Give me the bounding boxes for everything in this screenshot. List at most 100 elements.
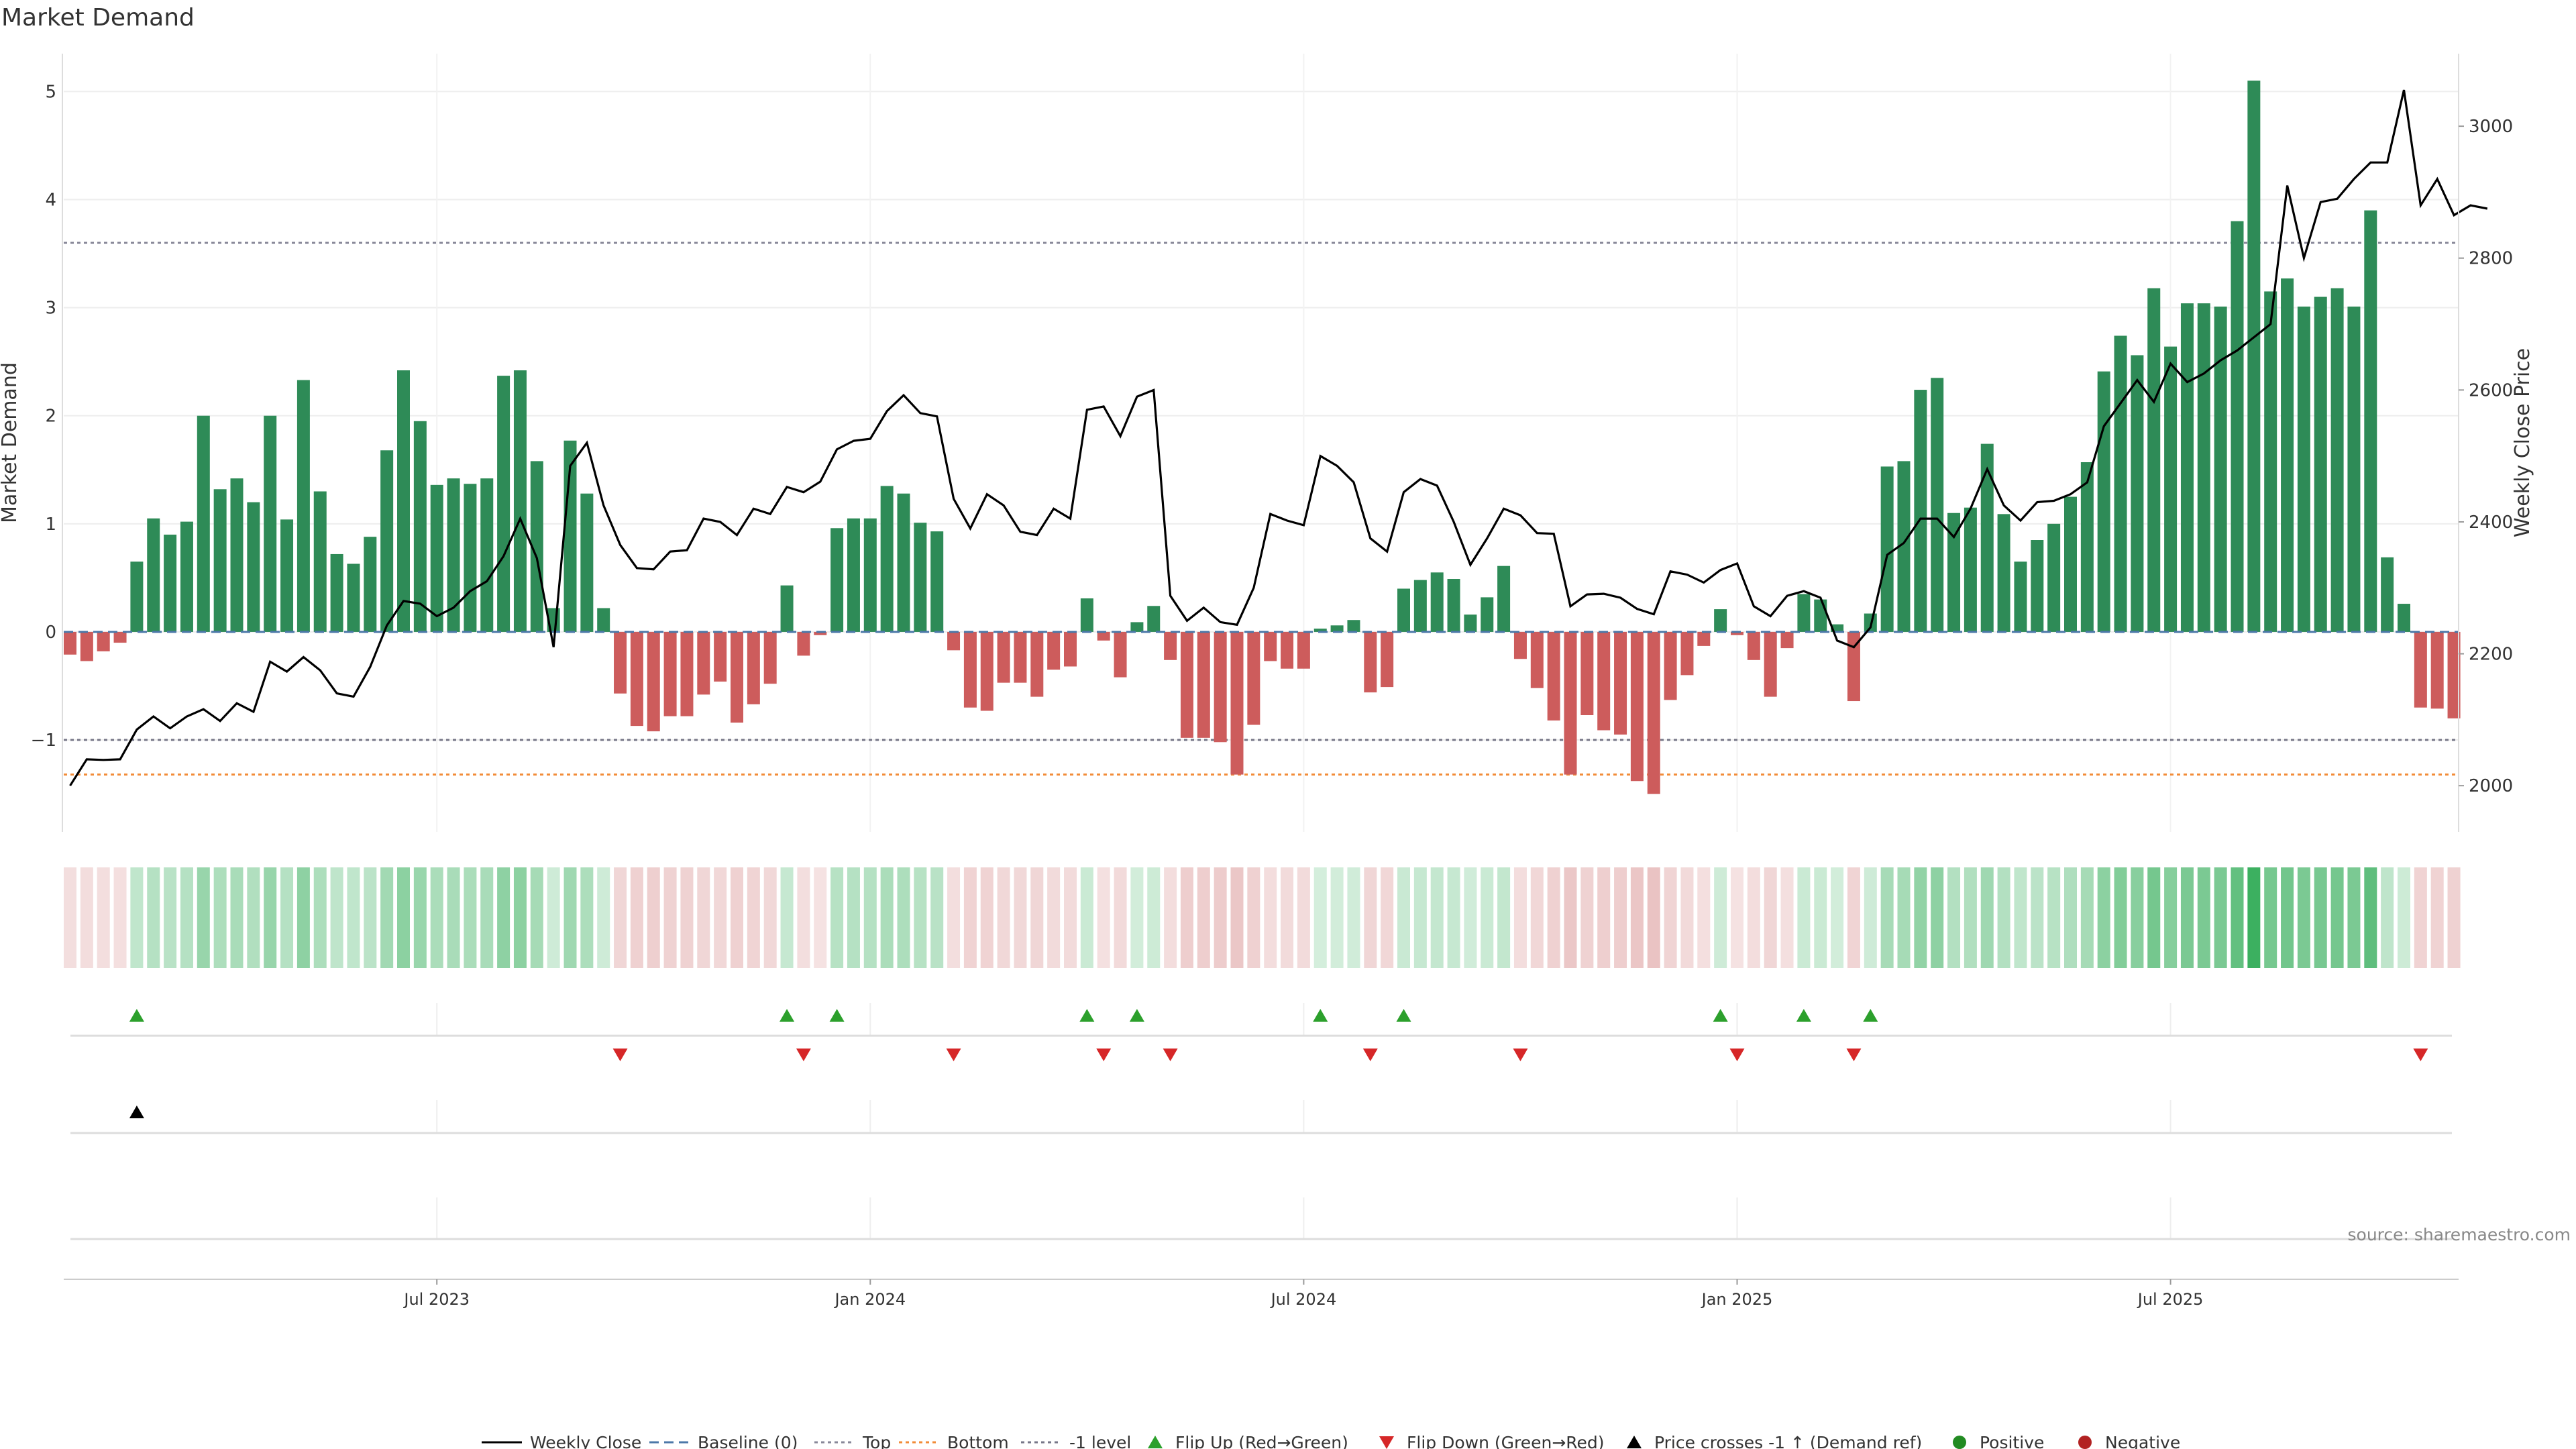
demand-bar [663,631,677,716]
heat-cell [2114,867,2127,968]
demand-bar [413,421,427,632]
flip-up-marker [780,1009,795,1022]
heat-cell [2231,867,2244,968]
demand-bar [1914,390,1927,632]
flip-up-marker [1129,1009,1144,1022]
demand-bar [1980,443,1994,632]
demand-bar [330,553,343,632]
heat-cell [1014,867,1027,968]
cross-panel-grid [70,1100,2452,1134]
demand-bar [947,631,961,651]
legend-label: Weekly Close [530,1433,641,1449]
x-axis: Jul 2023 Jan 2024 Jul 2024 Jan 2025 Jul 2025 [64,1279,2459,1309]
heat-cell [2381,867,2394,968]
demand-bar [847,518,860,632]
heat-cell [1247,867,1260,968]
demand-bar [2364,210,2377,632]
demand-bar [1630,631,1644,782]
demand-bar [930,531,944,632]
heat-cell [1714,867,1727,968]
demand-bar [1430,572,1444,632]
demand-bar [1997,514,2010,632]
demand-bar [1464,614,1477,632]
demand-bar [1497,566,1511,632]
legend-label: Top [862,1433,891,1449]
demand-bar [2231,221,2244,632]
demand-bar [164,534,177,632]
heat-cell [1614,867,1627,968]
demand-bar [2014,561,2027,632]
heat-cell [1731,867,1743,968]
demand-bar [64,631,76,655]
demand-bar [230,478,244,632]
heat-cell [164,867,177,968]
heat-cell [1281,867,1294,968]
heat-cell [930,867,944,968]
demand-bar [2381,557,2394,632]
price-cross-marker [129,1106,144,1118]
x-tick-label: Jul 2024 [1270,1290,1337,1309]
heat-cell [1264,867,1277,968]
heat-cell [1897,867,1911,968]
heat-cell [680,867,694,968]
heat-cell [1764,867,1777,968]
heat-cell [513,867,527,968]
demand-bar [1714,609,1727,632]
demand-bar [2131,355,2144,632]
demand-bar [213,489,227,632]
heat-cell [447,867,460,968]
demand-bar [1964,507,1977,632]
demand-bar [1947,513,1961,632]
demand-bar [1547,631,1560,721]
legend-label: Positive [1980,1433,2044,1449]
demand-bar [1481,597,1494,632]
right-tick-label: 2800 [2469,249,2513,269]
demand-bar [1664,631,1677,700]
heat-cell [1547,867,1560,968]
demand-bar [1313,629,1327,632]
demand-bar [1297,631,1310,669]
demand-bar [597,608,610,632]
demand-bar [1047,631,1061,670]
heat-cell [714,867,727,968]
demand-bar [1580,631,1594,715]
heat-cell [1180,867,1193,968]
heat-cell [2014,867,2027,968]
heat-cell [564,867,577,968]
demand-bar [347,564,360,632]
demand-bar [447,478,460,632]
legend-swatch-triangle-down [1379,1436,1394,1449]
heat-cell [814,867,827,968]
flip-up-marker [1396,1009,1411,1022]
heat-cell [1147,867,1161,968]
heat-cell [2430,867,2444,968]
heat-cell [1947,867,1961,968]
heat-cell [197,867,210,968]
demand-bars [64,80,2461,794]
heat-cell [2398,867,2410,968]
source-label: source: sharemaestro.com [2348,1225,2571,1244]
demand-bar [814,631,827,635]
heat-cell [1114,867,1127,968]
demand-bar [1780,631,1794,649]
demand-bar [1264,631,1277,661]
demand-bar [1797,594,1811,632]
demand-bar [147,518,160,632]
heat-cell [2364,867,2377,968]
demand-bar [1364,631,1377,693]
heat-cell [1130,867,1144,968]
heat-cell [2314,867,2327,968]
demand-bar [2031,540,2044,632]
legend-swatch-triangle-up [1627,1436,1642,1448]
demand-bar [313,491,327,632]
demand-bar [2047,523,2061,632]
price-cross-markers [129,1106,144,1118]
legend-label: Flip Down (Green→Red) [1407,1433,1605,1449]
demand-bar [697,631,710,695]
heat-cell [2264,867,2277,968]
demand-bar [1764,631,1777,697]
legend-label: Baseline (0) [698,1433,798,1449]
heat-cell [1364,867,1377,968]
flip-up-marker [129,1009,144,1022]
